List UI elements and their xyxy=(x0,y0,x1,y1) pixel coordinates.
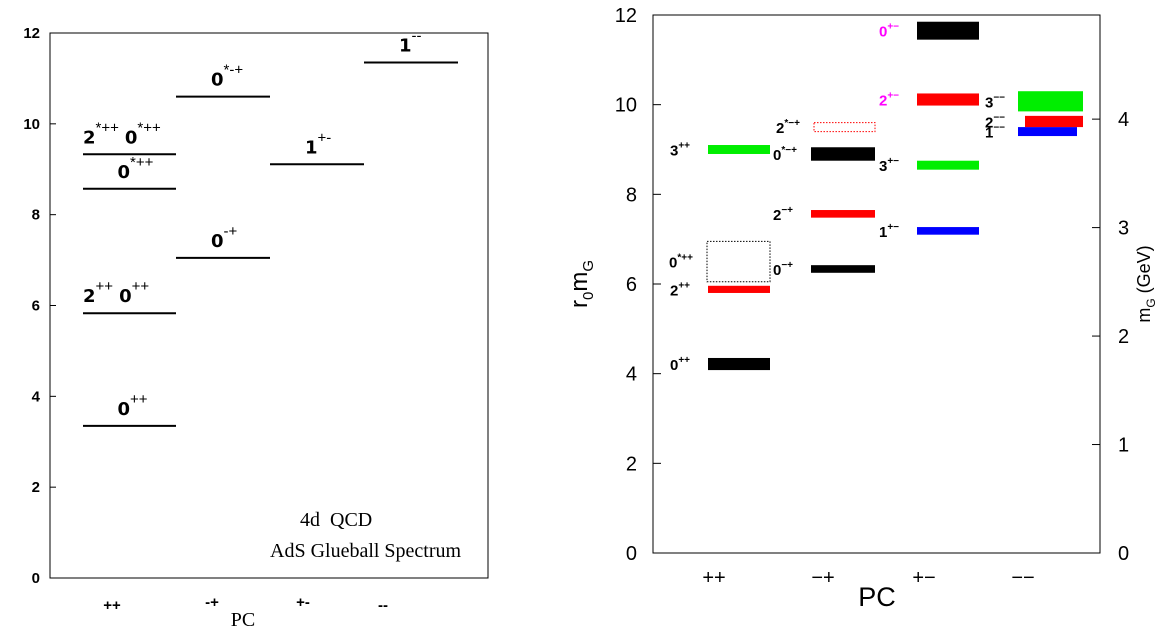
left-annotation-line-2: AdS Glueball Spectrum xyxy=(270,540,462,562)
right-secondary-y-tick-label: 3 xyxy=(1118,218,1129,240)
left-y-tick-label: 12 xyxy=(23,25,40,42)
right-x-tick-label: ++ xyxy=(702,567,725,589)
right-state-label: 0−+ xyxy=(773,260,793,279)
right-state-bar xyxy=(708,145,770,154)
right-state-bar xyxy=(1018,91,1083,112)
right-state-label: 0+− xyxy=(879,22,899,41)
right-state-bar xyxy=(917,227,979,235)
right-states: 0++ 2++ 0*++ 3++ 0−+ 2−+ 0*−+ 2*−+ 1+− 3+− 2+− 0+− 1… xyxy=(669,22,1083,374)
left-y-ticks: 0 2 4 6 8 10 12 xyxy=(23,25,56,587)
left-x-tick-label: +- xyxy=(296,594,310,611)
right-state-label: 3+− xyxy=(879,156,899,175)
left-level-label: 0*++ xyxy=(118,154,154,183)
right-state-label: 2−− xyxy=(985,112,1005,131)
right-secondary-y-tick-label: 4 xyxy=(1118,109,1129,131)
right-state-bar xyxy=(1018,127,1077,137)
right-secondary-y-tick-label: 0 xyxy=(1118,543,1129,565)
left-x-categories: ++ -+ +- -- xyxy=(103,594,388,614)
right-state-bar xyxy=(708,285,770,293)
left-annotation-line-1: 4d QCD xyxy=(300,509,372,531)
right-state-label: 3++ xyxy=(670,141,690,160)
right-state-bar xyxy=(917,21,979,40)
right-x-categories: ++ −+ +− −− xyxy=(702,567,1034,589)
left-y-tick-label: 2 xyxy=(32,479,40,496)
right-state-label: 3−− xyxy=(985,92,1005,111)
right-y-tick-label: 8 xyxy=(626,184,637,206)
right-state-bar xyxy=(706,240,771,283)
right-y-tick-label: 10 xyxy=(615,95,637,117)
left-level-label: 2++ 0++ xyxy=(83,278,149,307)
left-level-label: 0-+ xyxy=(211,223,238,252)
right-secondary-y-ticks: 0 1 2 3 4 xyxy=(1092,109,1129,565)
right-state-label: 2+− xyxy=(879,91,899,110)
right-state-bar xyxy=(811,210,875,218)
right-secondary-y-tick-label: 1 xyxy=(1118,435,1129,457)
right-x-axis-label: PC xyxy=(858,582,896,612)
left-level-label: 0++ xyxy=(118,391,148,420)
right-state-bar xyxy=(917,93,979,106)
right-state-bar xyxy=(1025,115,1083,128)
left-y-tick-label: 8 xyxy=(32,207,40,224)
left-x-tick-label: -- xyxy=(378,597,388,614)
right-state-bar xyxy=(917,160,979,170)
right-state-bar xyxy=(813,122,876,133)
right-state-label: 2−+ xyxy=(773,205,793,224)
right-state-label: 2++ xyxy=(670,280,690,299)
right-secondary-y-axis-label: mG (GeV) xyxy=(1134,245,1158,322)
left-x-tick-label: ++ xyxy=(103,597,121,614)
right-x-tick-label: +− xyxy=(912,567,935,589)
left-level-label: 1+- xyxy=(305,129,331,158)
right-x-tick-label: −− xyxy=(1011,567,1034,589)
right-y-tick-label: 2 xyxy=(626,453,637,475)
left-level-label: 2*++ 0*++ xyxy=(83,119,161,148)
left-x-axis-label: PC xyxy=(231,609,255,629)
right-state-label: 1−− xyxy=(985,123,1005,142)
left-chart-panel: 0 2 4 6 8 10 12 0++ 2++ 0++ 0*++ 2*++ 0*++ 0-+ 0*-+ 1+… xyxy=(23,25,489,629)
right-y-axis-label: r0mG xyxy=(566,260,597,308)
right-y-tick-label: 4 xyxy=(626,364,637,386)
left-x-tick-label: -+ xyxy=(205,594,219,611)
right-y-tick-label: 6 xyxy=(626,274,637,296)
right-state-label: 0*−+ xyxy=(773,145,797,164)
right-state-label: 1+− xyxy=(879,222,899,241)
right-state-label: 0*++ xyxy=(669,253,693,272)
left-y-tick-label: 4 xyxy=(32,388,41,405)
right-y-ticks: 0 2 4 6 8 10 12 xyxy=(615,5,661,565)
left-y-tick-label: 10 xyxy=(23,116,40,133)
left-levels: 0++ 2++ 0++ 0*++ 2*++ 0*++ 0-+ 0*-+ 1+- 1-- xyxy=(83,28,458,427)
right-state-bar xyxy=(811,265,875,273)
left-plot-frame xyxy=(49,32,489,579)
left-y-tick-label: 6 xyxy=(32,298,40,315)
right-state-bar xyxy=(708,357,770,371)
right-x-tick-label: −+ xyxy=(811,567,834,589)
right-y-tick-label: 12 xyxy=(615,5,637,27)
right-y-tick-label: 0 xyxy=(626,543,637,565)
left-level-label: 1-- xyxy=(399,28,422,57)
right-state-bar xyxy=(811,147,875,161)
right-secondary-y-tick-label: 2 xyxy=(1118,326,1129,348)
right-state-label: 0++ xyxy=(670,355,690,374)
right-state-label: 2*−+ xyxy=(776,118,800,137)
left-level-label: 0*-+ xyxy=(211,62,243,91)
left-y-tick-label: 0 xyxy=(32,570,40,587)
